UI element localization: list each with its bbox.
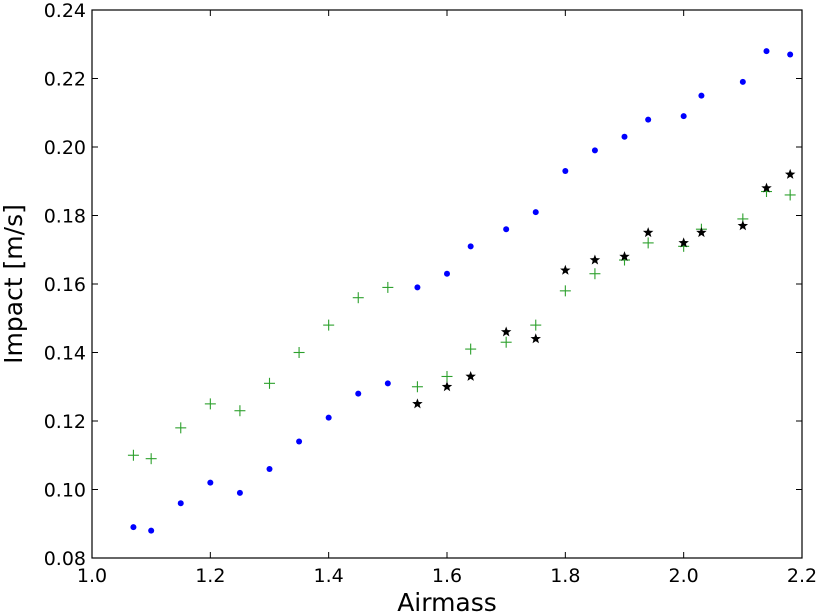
dot-point (532, 209, 539, 216)
dot-point (562, 167, 569, 174)
dot-point (177, 500, 184, 507)
plot-frame (91, 9, 803, 559)
dot-point (296, 438, 303, 445)
dot-point (130, 524, 137, 531)
star-point (619, 251, 630, 262)
star-point (737, 220, 749, 231)
star-point (412, 398, 423, 409)
series-plus (127, 186, 796, 465)
dot-point (414, 284, 421, 291)
x-tick-label: 1.0 (77, 565, 107, 587)
dot-point (207, 479, 214, 486)
y-tick-label: 0.24 (44, 0, 86, 22)
dot-point (266, 465, 273, 472)
plus-point (204, 398, 216, 410)
dot-point (503, 226, 510, 233)
plus-point (642, 237, 654, 249)
star-point (441, 381, 453, 392)
x-tick-label: 2.0 (669, 565, 699, 587)
dot-point (645, 116, 652, 123)
dot-point (591, 147, 598, 154)
plus-point (323, 319, 335, 331)
plus-point (530, 319, 542, 331)
plus-point (234, 405, 246, 417)
dot-point (444, 270, 450, 277)
dot-point (148, 527, 155, 534)
plus-point (264, 377, 275, 389)
plus-point (411, 381, 423, 393)
plus-point (784, 189, 796, 201)
y-tick-label: 0.16 (44, 274, 86, 296)
dot-point (467, 243, 474, 250)
x-tick-label: 2.2 (787, 565, 817, 587)
star-point (500, 326, 512, 337)
x-tick-label: 1.6 (432, 565, 462, 587)
x-axis-label: Airmass (397, 588, 497, 614)
plus-point (559, 285, 571, 297)
x-tick-label: 1.2 (195, 565, 225, 587)
dot-point (325, 414, 332, 421)
x-tick-label: 1.8 (550, 565, 580, 587)
dot-point (698, 92, 705, 99)
plus-point (352, 292, 364, 304)
dot-point (621, 133, 628, 140)
axis-ticks: 1.0 1.2 1.4 1.6 1.8 2.0 2.2 0.08 0.10 0.12 0.14 0.1… (44, 0, 817, 587)
dot-point (355, 390, 362, 397)
plus-point (145, 453, 157, 465)
dot-point (763, 48, 770, 55)
y-axis-label: Impact [m/s] (0, 204, 28, 364)
y-tick-label: 0.18 (44, 206, 86, 228)
y-tick-label: 0.20 (44, 137, 86, 159)
data-marks (127, 48, 796, 534)
star-point (761, 182, 772, 193)
series-star (412, 168, 796, 409)
x-tick-label: 1.4 (314, 565, 344, 587)
plus-point (382, 281, 394, 293)
star-point (678, 237, 689, 248)
star-point (589, 254, 601, 265)
plus-point (441, 370, 453, 382)
dot-point (787, 51, 794, 58)
dot-point (680, 113, 687, 120)
star-point (530, 333, 541, 344)
star-point (696, 227, 707, 238)
plus-point (465, 343, 477, 355)
y-tick-label: 0.22 (44, 69, 86, 91)
y-tick-label: 0.10 (44, 480, 86, 502)
dot-point (739, 78, 746, 85)
dot-point (384, 380, 391, 387)
plus-point (127, 449, 139, 461)
star-point (560, 264, 571, 275)
plus-point (500, 336, 512, 348)
star-point (465, 370, 476, 381)
y-tick-label: 0.08 (44, 548, 86, 570)
plus-point (293, 347, 305, 358)
plus-point (589, 268, 601, 280)
y-tick-label: 0.14 (44, 343, 86, 365)
star-point (642, 227, 654, 238)
dot-point (236, 489, 243, 496)
y-tick-label: 0.12 (44, 411, 86, 433)
plus-point (175, 422, 187, 434)
star-point (784, 168, 796, 179)
series-dot (130, 48, 794, 534)
